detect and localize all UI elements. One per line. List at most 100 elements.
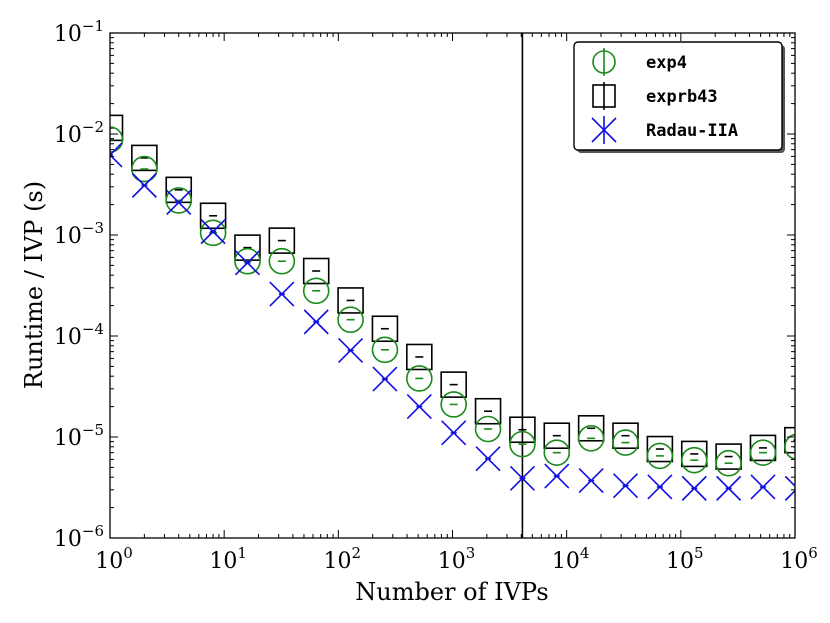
point-exprb43-5 — [268, 227, 296, 254]
x-tick-label-0-base: 10 — [95, 549, 123, 574]
x-tick-label-1-exponent: 1 — [237, 544, 247, 562]
point-exp4-10-ring — [440, 391, 467, 418]
point-radau-iia-10 — [441, 420, 467, 446]
y-tick-label-4-exponent: −2 — [82, 118, 104, 136]
point-exprb43-9-box — [406, 343, 433, 371]
point-exp4-2 — [165, 187, 193, 214]
legend-entry-radau-iia: Radau-IIA — [591, 116, 738, 144]
point-exp4-0-ring — [110, 126, 124, 153]
point-exprb43-0-box — [110, 114, 124, 142]
legend: exp4 exprb43 Radau-IIA — [573, 41, 785, 153]
point-exprb43-17 — [680, 440, 708, 468]
point-radau-iia-0 — [110, 142, 123, 168]
y-tick-label-1-exponent: −5 — [82, 421, 104, 439]
point-exp4-3-ring — [199, 219, 227, 247]
point-exprb43-7-box — [337, 287, 364, 314]
point-exprb43-3 — [199, 202, 227, 230]
x-tick-label-5: 105 — [666, 544, 704, 574]
point-radau-iia-4 — [234, 250, 261, 276]
point-radau-iia-9 — [406, 394, 432, 420]
axes: 100 101 102 103 104 105 10610−610−510−410−310−… — [54, 17, 818, 574]
y-tick-label-5-exponent: −1 — [82, 17, 104, 35]
x-tick-label-4-base: 10 — [552, 549, 580, 574]
point-exprb43-13 — [543, 422, 571, 450]
point-exprb43-1 — [131, 144, 158, 172]
series-exp4 — [110, 126, 795, 477]
legend-label-exprb43: exprb43 — [646, 87, 718, 107]
x-tick-label-1: 101 — [209, 544, 247, 574]
y-tick-label-2-exponent: −4 — [82, 320, 104, 338]
point-exp4-9 — [406, 365, 433, 392]
point-radau-iia-20-stroke-a — [784, 475, 795, 488]
point-exp4-19-ring — [749, 439, 777, 466]
point-exprb43-4 — [234, 234, 261, 261]
point-radau-iia-0-stroke-b — [110, 142, 123, 157]
point-exprb43-18 — [715, 443, 742, 470]
data-marks — [110, 33, 795, 538]
point-exp4-15 — [612, 429, 639, 456]
series-radau-iia — [110, 142, 795, 501]
x-tick-label-3: 103 — [438, 544, 476, 574]
point-exprb43-15-box — [612, 422, 639, 450]
point-exp4-16-ring — [646, 442, 674, 470]
point-exprb43-18-box — [715, 443, 742, 470]
point-exp4-20-ring — [784, 433, 795, 460]
point-exprb43-3-box — [199, 202, 227, 230]
point-radau-iia-14 — [578, 468, 604, 494]
x-tick-label-3-exponent: 3 — [466, 544, 476, 562]
point-exprb43-13-box — [543, 422, 571, 450]
point-exp4-12 — [509, 430, 536, 458]
point-exprb43-11-box — [474, 397, 502, 425]
point-exp4-5 — [268, 247, 296, 275]
point-radau-iia-16 — [647, 474, 673, 500]
point-exprb43-12-box — [509, 416, 536, 444]
y-tick-label-3: 10−3 — [54, 219, 104, 249]
legend-entry-exp4: exp4 — [592, 48, 687, 76]
point-exp4-2-ring — [165, 187, 193, 214]
x-tick-label-0-exponent: 0 — [123, 544, 133, 562]
point-radau-iia-19 — [750, 474, 776, 500]
point-exp4-8 — [371, 336, 399, 364]
point-exprb43-4-box — [234, 234, 261, 261]
point-exprb43-16 — [646, 435, 674, 463]
y-tick-label-2-base: 10 — [54, 325, 82, 350]
point-exprb43-19-box — [749, 434, 777, 462]
legend-entry-exprb43: exprb43 — [592, 82, 718, 110]
point-exp4-19 — [749, 439, 777, 466]
point-radau-iia-13 — [544, 463, 570, 489]
legend-label-radau-iia: Radau-IIA — [646, 121, 738, 141]
x-axis-label: Number of IVPs — [355, 578, 548, 606]
x-tick-label-6-exponent: 6 — [808, 544, 818, 562]
point-exp4-7-ring — [337, 306, 364, 334]
point-exp4-9-ring — [406, 365, 433, 392]
point-exprb43-10-box — [440, 371, 467, 398]
y-tick-label-1-base: 10 — [54, 426, 82, 451]
point-exp4-5-ring — [268, 247, 296, 275]
x-tick-label-1-base: 10 — [209, 549, 237, 574]
x-tick-label-4: 104 — [552, 544, 590, 574]
point-exp4-3 — [199, 219, 227, 247]
point-exp4-6 — [302, 277, 330, 305]
point-exprb43-1-box — [131, 144, 158, 172]
point-exp4-4-ring — [234, 247, 261, 275]
point-exprb43-6-box — [302, 257, 330, 285]
x-tick-label-2-base: 10 — [324, 549, 352, 574]
point-exp4-7 — [337, 306, 364, 334]
point-exprb43-8 — [371, 315, 399, 343]
y-tick-label-0-base: 10 — [54, 527, 82, 552]
point-exp4-1 — [131, 155, 158, 183]
point-radau-iia-2 — [166, 189, 192, 216]
x-tick-label-3-base: 10 — [438, 549, 466, 574]
point-exprb43-14 — [577, 414, 605, 442]
point-radau-iia-11 — [475, 446, 501, 472]
x-tick-label-2-exponent: 2 — [352, 544, 362, 562]
point-radau-iia-5 — [269, 281, 295, 307]
point-exp4-13 — [543, 439, 571, 466]
y-tick-label-2: 10−4 — [54, 320, 104, 350]
point-exp4-0 — [110, 126, 124, 153]
point-exprb43-12 — [509, 416, 536, 444]
point-exp4-17 — [680, 446, 708, 474]
point-radau-iia-20-stroke-b — [784, 489, 795, 501]
point-exprb43-15 — [612, 422, 639, 450]
